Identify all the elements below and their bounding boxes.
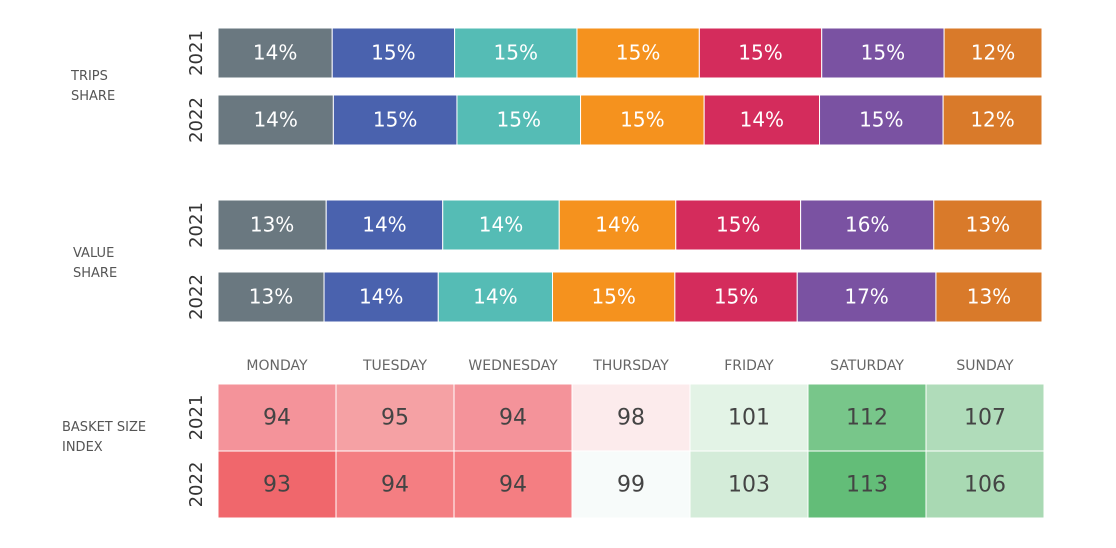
bar-segment bbox=[217, 27, 333, 79]
value-label: 13% bbox=[250, 213, 294, 237]
value-label: 15% bbox=[716, 213, 760, 237]
bar-segment bbox=[325, 199, 444, 251]
bar-segment bbox=[942, 94, 1043, 146]
column-header: TUESDAY bbox=[362, 358, 428, 374]
column-header: SUNDAY bbox=[956, 358, 1014, 374]
value-label: 15% bbox=[494, 41, 538, 65]
bar-segment bbox=[323, 271, 439, 323]
column-header: THURSDAY bbox=[592, 358, 669, 374]
value-label: 14% bbox=[253, 41, 297, 65]
value-label: 15% bbox=[738, 41, 782, 65]
year-label: 2021 bbox=[186, 395, 207, 441]
value-label: 15% bbox=[591, 285, 635, 309]
bar-segment bbox=[675, 199, 802, 251]
value-label: 14% bbox=[362, 213, 406, 237]
cell-value: 94 bbox=[263, 406, 291, 431]
value-label: 14% bbox=[595, 213, 639, 237]
value-label: 14% bbox=[479, 213, 523, 237]
bar-segment bbox=[698, 27, 823, 79]
value-label: 14% bbox=[359, 285, 403, 309]
bar-segment bbox=[935, 271, 1043, 323]
year-label: 2022 bbox=[186, 274, 207, 320]
value-label: 12% bbox=[971, 41, 1015, 65]
cell-value: 94 bbox=[381, 473, 409, 498]
bar-segment bbox=[217, 271, 325, 323]
bar-segment bbox=[800, 199, 935, 251]
value-label: 13% bbox=[966, 213, 1010, 237]
bar-segment bbox=[576, 27, 700, 79]
value-label: 15% bbox=[373, 108, 417, 132]
bar-segment bbox=[217, 94, 334, 146]
cell-value: 95 bbox=[381, 406, 409, 431]
column-header: MONDAY bbox=[246, 358, 308, 374]
bar-segment bbox=[821, 27, 945, 79]
bar-segment bbox=[456, 94, 582, 146]
value-label: 14% bbox=[253, 108, 297, 132]
year-label: 2021 bbox=[186, 202, 207, 248]
heat-cell bbox=[925, 383, 1045, 452]
cell-value: 113 bbox=[846, 473, 888, 498]
heat-cell bbox=[689, 450, 809, 519]
cell-value: 94 bbox=[499, 406, 527, 431]
heat-cell bbox=[217, 383, 337, 452]
bar-segment bbox=[796, 271, 937, 323]
value-label: 17% bbox=[844, 285, 888, 309]
cell-value: 99 bbox=[617, 473, 645, 498]
bar-segment bbox=[551, 271, 676, 323]
bar-segment bbox=[331, 27, 456, 79]
cell-value: 107 bbox=[964, 406, 1006, 431]
bar-segment bbox=[703, 94, 821, 146]
cell-value: 98 bbox=[617, 406, 645, 431]
heat-cell bbox=[335, 450, 455, 519]
bar-segment bbox=[558, 199, 677, 251]
bar-segment bbox=[943, 27, 1043, 79]
cell-value: 94 bbox=[499, 473, 527, 498]
value-label: 15% bbox=[861, 41, 905, 65]
value-label: 15% bbox=[371, 41, 415, 65]
value-label: 15% bbox=[714, 285, 758, 309]
year-label: 2022 bbox=[186, 97, 207, 143]
heat-cell bbox=[453, 450, 573, 519]
heat-cell bbox=[453, 383, 573, 452]
cell-value: 112 bbox=[846, 406, 888, 431]
bar-segment bbox=[332, 94, 458, 146]
cell-value: 103 bbox=[728, 473, 770, 498]
heat-cell bbox=[925, 450, 1045, 519]
section-title: VALUE SHARE bbox=[73, 246, 118, 281]
value-label: 15% bbox=[497, 108, 541, 132]
value-label: 15% bbox=[620, 108, 664, 132]
heat-cell bbox=[217, 450, 337, 519]
value-label: 12% bbox=[970, 108, 1014, 132]
bar-segment bbox=[819, 94, 944, 146]
bar-segment bbox=[454, 27, 578, 79]
value-label: 14% bbox=[740, 108, 784, 132]
value-label: 14% bbox=[473, 285, 517, 309]
value-label: 13% bbox=[249, 285, 293, 309]
value-label: 13% bbox=[967, 285, 1011, 309]
value-label: 16% bbox=[845, 213, 889, 237]
heat-cell bbox=[807, 450, 927, 519]
bar-segment bbox=[442, 199, 560, 251]
year-label: 2021 bbox=[186, 30, 207, 76]
column-header: WEDNESDAY bbox=[468, 358, 558, 374]
cell-value: 101 bbox=[728, 406, 770, 431]
heat-cell bbox=[571, 450, 691, 519]
cell-value: 106 bbox=[964, 473, 1006, 498]
value-label: 15% bbox=[859, 108, 903, 132]
value-label: 15% bbox=[616, 41, 660, 65]
column-header: FRIDAY bbox=[724, 358, 774, 374]
bar-segment bbox=[933, 199, 1043, 251]
year-label: 2022 bbox=[186, 462, 207, 508]
section-title: TRIPS SHARE bbox=[71, 69, 116, 104]
cell-value: 93 bbox=[263, 473, 291, 498]
section-title: BASKET SIZE INDEX bbox=[62, 420, 147, 455]
column-header: SATURDAY bbox=[830, 358, 904, 374]
